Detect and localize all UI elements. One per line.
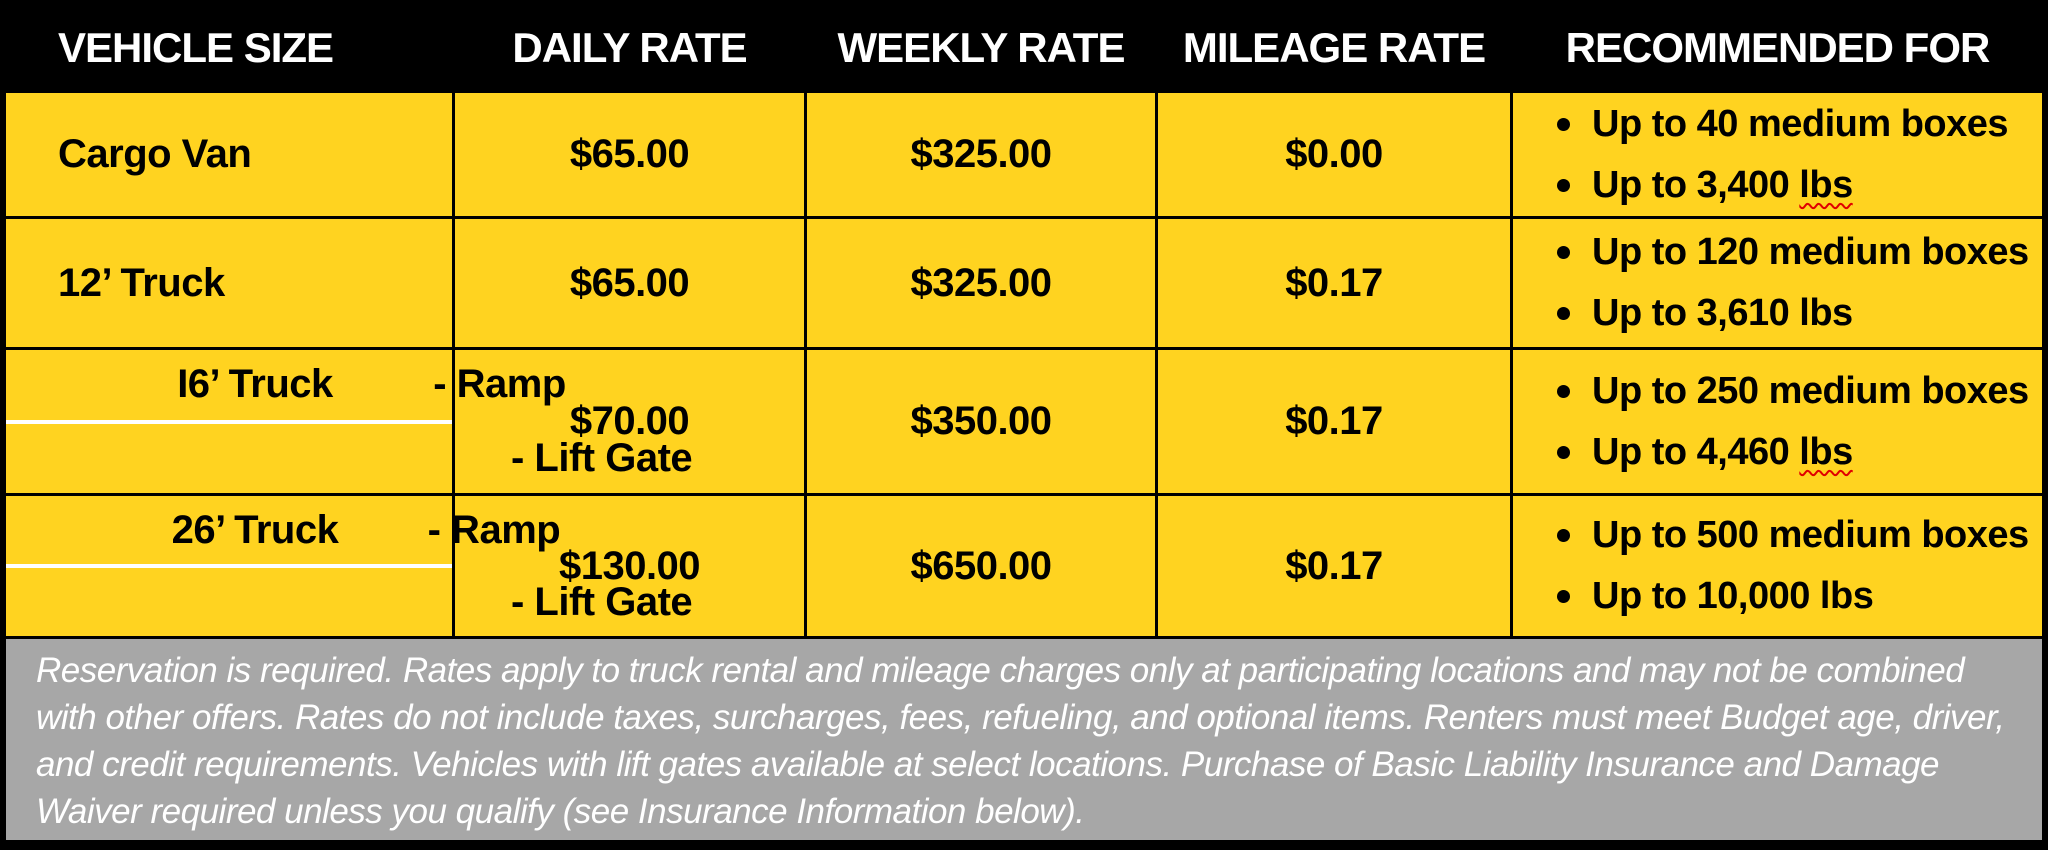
list-item: Up to 120 medium boxes — [1557, 231, 2042, 274]
row-12ft-truck-vehicle-cell: 12’ Truck — [6, 219, 452, 347]
bullet-icon — [1557, 590, 1570, 603]
recommended-text: Up to 3,610 lbs — [1592, 292, 1853, 334]
row-26ft-truck-recommended-cell: Up to 500 medium boxes Up to 10,000 lbs — [1513, 496, 2042, 636]
bullet-icon — [1557, 178, 1570, 192]
rate-table-grid: VEHICLE SIZE DAILY RATE WEEKLY RATE MILE… — [6, 6, 2042, 840]
row-12ft-truck-weekly-rate-cell: $325.00 — [807, 219, 1155, 347]
recommended-text: Up to 40 medium boxes — [1592, 102, 2009, 145]
vehicle-subrow-ramp: 26’ Truck - Ramp — [120, 496, 561, 564]
vehicle-option-lift-gate: - Lift Gate — [511, 579, 693, 624]
row-16ft-truck-daily-rate-cell: $70.00 — [455, 350, 804, 493]
list-item: Up to 3,610 lbs — [1557, 292, 2042, 335]
header-cell-mileage-rate: MILEAGE RATE — [1158, 6, 1510, 90]
header-cell-recommended-for: RECOMMENDED FOR — [1513, 6, 2042, 90]
recommended-text: Up to 10,000 lbs — [1592, 575, 1874, 617]
row-12ft-truck-mileage-rate-cell: $0.17 — [1158, 219, 1510, 347]
row-26ft-truck-vehicle-cell: 26’ Truck - Ramp - Lift Gate — [6, 496, 693, 636]
vehicle-name: 26’ Truck — [171, 507, 339, 552]
vehicle-subrow-lift-gate: - Lift Gate — [203, 568, 693, 636]
row-26ft-truck-daily-rate-cell: $130.00 — [455, 496, 804, 636]
misspelled-word: lbs — [1799, 163, 1853, 206]
row-cargo-van-weekly-rate-cell: $325.00 — [807, 93, 1155, 216]
header-cell-vehicle-size: VEHICLE SIZE — [6, 6, 452, 90]
recommended-text: Up to 120 medium boxes — [1592, 231, 2029, 273]
recommended-text: Up to 4,460 lbs — [1592, 430, 1853, 473]
list-item: Up to 4,460 lbs — [1557, 431, 2042, 474]
bullet-icon — [1557, 246, 1570, 259]
bullet-icon — [1557, 529, 1570, 542]
bullet-icon — [1557, 117, 1570, 131]
row-cargo-van-daily-rate-cell: $65.00 — [455, 93, 804, 216]
list-item: Up to 250 medium boxes — [1557, 370, 2042, 413]
vehicle-option-ramp: - Ramp — [427, 507, 561, 552]
recommended-text: Up to 250 medium boxes — [1592, 369, 2029, 412]
recommended-text: Up to 500 medium boxes — [1592, 514, 2029, 556]
row-26ft-truck-mileage-rate-cell: $0.17 — [1158, 496, 1510, 636]
white-divider — [6, 419, 452, 424]
list-item: Up to 500 medium boxes — [1557, 514, 2042, 557]
row-16ft-truck-recommended-cell: Up to 250 medium boxes Up to 4,460 lbs — [1513, 350, 2042, 493]
row-26ft-truck-weekly-rate-cell: $650.00 — [807, 496, 1155, 636]
row-16ft-truck-weekly-rate-cell: $350.00 — [807, 350, 1155, 493]
row-12ft-truck-daily-rate-cell: $65.00 — [455, 219, 804, 347]
misspelled-word: lbs — [1799, 430, 1853, 473]
list-item: Up to 3,400 lbs — [1557, 164, 2042, 207]
vehicle-subrow-lift-gate: - Lift Gate — [203, 424, 693, 494]
row-16ft-truck-vehicle-cell: I6’ Truck - Ramp - Lift Gate — [6, 350, 693, 494]
list-item: Up to 10,000 lbs — [1557, 575, 2042, 618]
vehicle-option-ramp: - Ramp — [433, 362, 566, 407]
bullet-icon — [1557, 445, 1570, 459]
row-cargo-van-vehicle-cell: Cargo Van — [6, 93, 452, 216]
vehicle-name: 12’ Truck — [58, 260, 225, 305]
row-cargo-van-recommended-cell: Up to 40 medium boxes Up to 3,400 lbs — [1513, 93, 2042, 216]
list-item: Up to 40 medium boxes — [1557, 103, 2042, 146]
vehicle-name: I6’ Truck — [177, 362, 333, 407]
header-cell-daily-rate: DAILY RATE — [455, 6, 804, 90]
bullet-icon — [1557, 384, 1570, 398]
bullet-icon — [1557, 307, 1570, 320]
vehicle-name: Cargo Van — [58, 132, 252, 176]
vehicle-subrow-ramp: I6’ Truck - Ramp — [125, 350, 566, 420]
header-cell-weekly-rate: WEEKLY RATE — [807, 6, 1155, 90]
vehicle-option-lift-gate: - Lift Gate — [511, 435, 693, 480]
disclaimer-footnote: Reservation is required. Rates apply to … — [6, 639, 2042, 840]
white-divider — [6, 564, 452, 568]
row-16ft-truck-mileage-rate-cell: $0.17 — [1158, 350, 1510, 493]
row-cargo-van-mileage-rate-cell: $0.00 — [1158, 93, 1510, 216]
recommended-text: Up to 3,400 lbs — [1592, 163, 1853, 206]
row-12ft-truck-recommended-cell: Up to 120 medium boxes Up to 3,610 lbs — [1513, 219, 2042, 347]
